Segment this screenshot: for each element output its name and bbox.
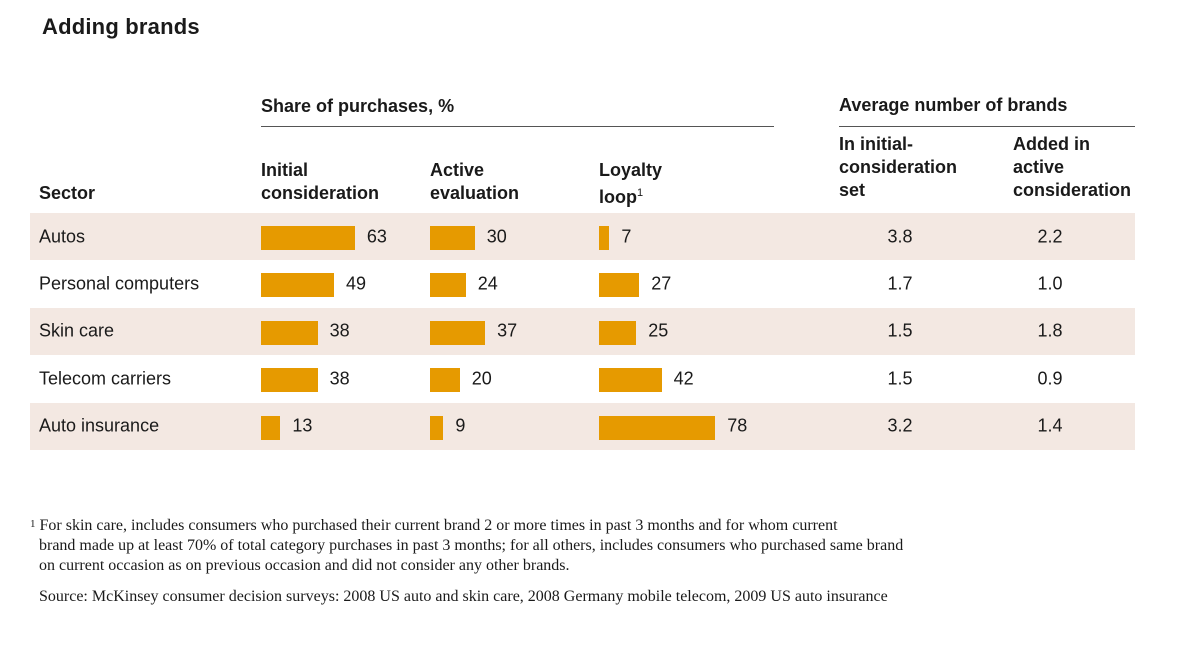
avg-initial-set-value: 3.2 <box>887 415 913 436</box>
initial-bar <box>261 273 334 298</box>
source-note: Source: McKinsey consumer decision surve… <box>39 588 888 605</box>
loyalty-value-label: 78 <box>727 415 748 436</box>
initial-bar <box>261 226 355 250</box>
avg-group-header: Average number of brands <box>839 95 1068 115</box>
active-value-label: 20 <box>471 368 492 389</box>
share-group-rule <box>261 126 774 127</box>
set-header-line1: In initial- <box>839 134 913 154</box>
footnote: 1 For skin care, includes consumers who … <box>30 516 1130 576</box>
initial-value-label: 38 <box>329 320 350 341</box>
loyalty-bar <box>599 226 610 250</box>
table-row: Auto insurance 13 9 78 3.2 1.4 <box>30 402 1135 450</box>
sector-label: Skin care <box>39 320 115 341</box>
sector-label: Personal computers <box>39 273 200 294</box>
active-bar <box>430 320 486 345</box>
loyalty-header-line1: Loyalty <box>599 160 663 180</box>
active-value-label: 37 <box>497 320 518 341</box>
footnote-line-3: on current occasion as on previous occas… <box>39 557 570 574</box>
sector-label: Auto insurance <box>39 415 160 436</box>
table-row: Personal computers 49 24 27 1.7 1.0 <box>30 260 1135 307</box>
table-row: Autos 63 30 7 3.8 2.2 <box>30 213 1135 260</box>
loyalty-value-label: 7 <box>621 226 632 246</box>
initial-header-line1: Initial <box>261 160 309 180</box>
active-column-header: Active evaluation <box>430 159 519 205</box>
active-value-label: 9 <box>455 415 466 436</box>
initial-header-line2: consideration <box>261 183 380 203</box>
active-bar <box>430 415 444 440</box>
avg-added-active-value: 1.4 <box>1037 415 1063 436</box>
sector-column-header: Sector <box>39 183 96 203</box>
active-bar <box>430 368 460 393</box>
initial-value-label: 13 <box>292 415 313 436</box>
avg-initial-set-value: 1.7 <box>887 273 913 294</box>
footnote-line-2: brand made up at least 70% of total cate… <box>39 537 904 554</box>
loyalty-bar <box>599 415 716 440</box>
loyalty-value-label: 27 <box>651 273 672 294</box>
avg-added-active-value: 1.0 <box>1037 273 1063 294</box>
loyalty-value-label: 25 <box>648 320 669 341</box>
active-bar <box>430 226 475 250</box>
avg-group-rule <box>839 126 1135 127</box>
initial-value-label: 49 <box>346 273 367 294</box>
avg-added-active-value: 0.9 <box>1037 368 1063 389</box>
avg-initial-set-value: 3.8 <box>887 226 913 246</box>
initial-bar <box>261 415 281 440</box>
sector-label: Telecom carriers <box>39 368 172 389</box>
active-header-line1: Active <box>430 160 485 180</box>
share-group-header: Share of purchases, % <box>261 96 455 116</box>
footnote-line-1: For skin care, includes consumers who pu… <box>39 517 838 534</box>
initial-bar <box>261 320 318 345</box>
initial-value-label: 63 <box>366 226 387 246</box>
loyalty-bar <box>599 273 640 298</box>
loyalty-header-word: loop <box>599 187 637 207</box>
avg-added-active-value: 1.8 <box>1037 320 1063 341</box>
table-row: Telecom carriers 38 20 42 1.5 0.9 <box>30 355 1135 402</box>
avg-initial-set-value: 1.5 <box>887 368 913 389</box>
loyalty-header-line2: loop1 <box>599 182 662 209</box>
loyalty-footnote-mark: 1 <box>637 187 644 199</box>
active-value-label: 24 <box>477 273 498 294</box>
added-column-header: Added in active consideration <box>1013 133 1131 202</box>
initial-bar <box>261 368 318 393</box>
set-header-line2: consideration <box>839 157 958 177</box>
added-header-line3: consideration <box>1013 180 1132 200</box>
chart-title: Adding brands <box>42 14 200 39</box>
loyalty-bar <box>599 320 637 345</box>
set-column-header: In initial- consideration set <box>839 133 957 202</box>
loyalty-column-header: Loyalty loop1 <box>599 159 662 209</box>
initial-column-header: Initial consideration <box>261 159 379 205</box>
avg-added-active-value: 2.2 <box>1037 226 1063 246</box>
loyalty-value-label: 42 <box>673 368 694 389</box>
active-bar <box>430 273 466 298</box>
added-header-line2: active <box>1013 157 1065 177</box>
set-header-line3: set <box>839 180 866 200</box>
loyalty-bar <box>599 368 662 393</box>
avg-initial-set-value: 1.5 <box>887 320 913 341</box>
added-header-line1: Added in <box>1013 134 1090 154</box>
initial-value-label: 38 <box>329 368 350 389</box>
table-row: Skin care 38 37 25 1.5 1.8 <box>30 307 1135 355</box>
active-value-label: 30 <box>486 226 507 246</box>
footnote-mark: 1 <box>30 518 36 530</box>
active-header-line2: evaluation <box>430 183 520 203</box>
sector-label: Autos <box>39 226 86 246</box>
